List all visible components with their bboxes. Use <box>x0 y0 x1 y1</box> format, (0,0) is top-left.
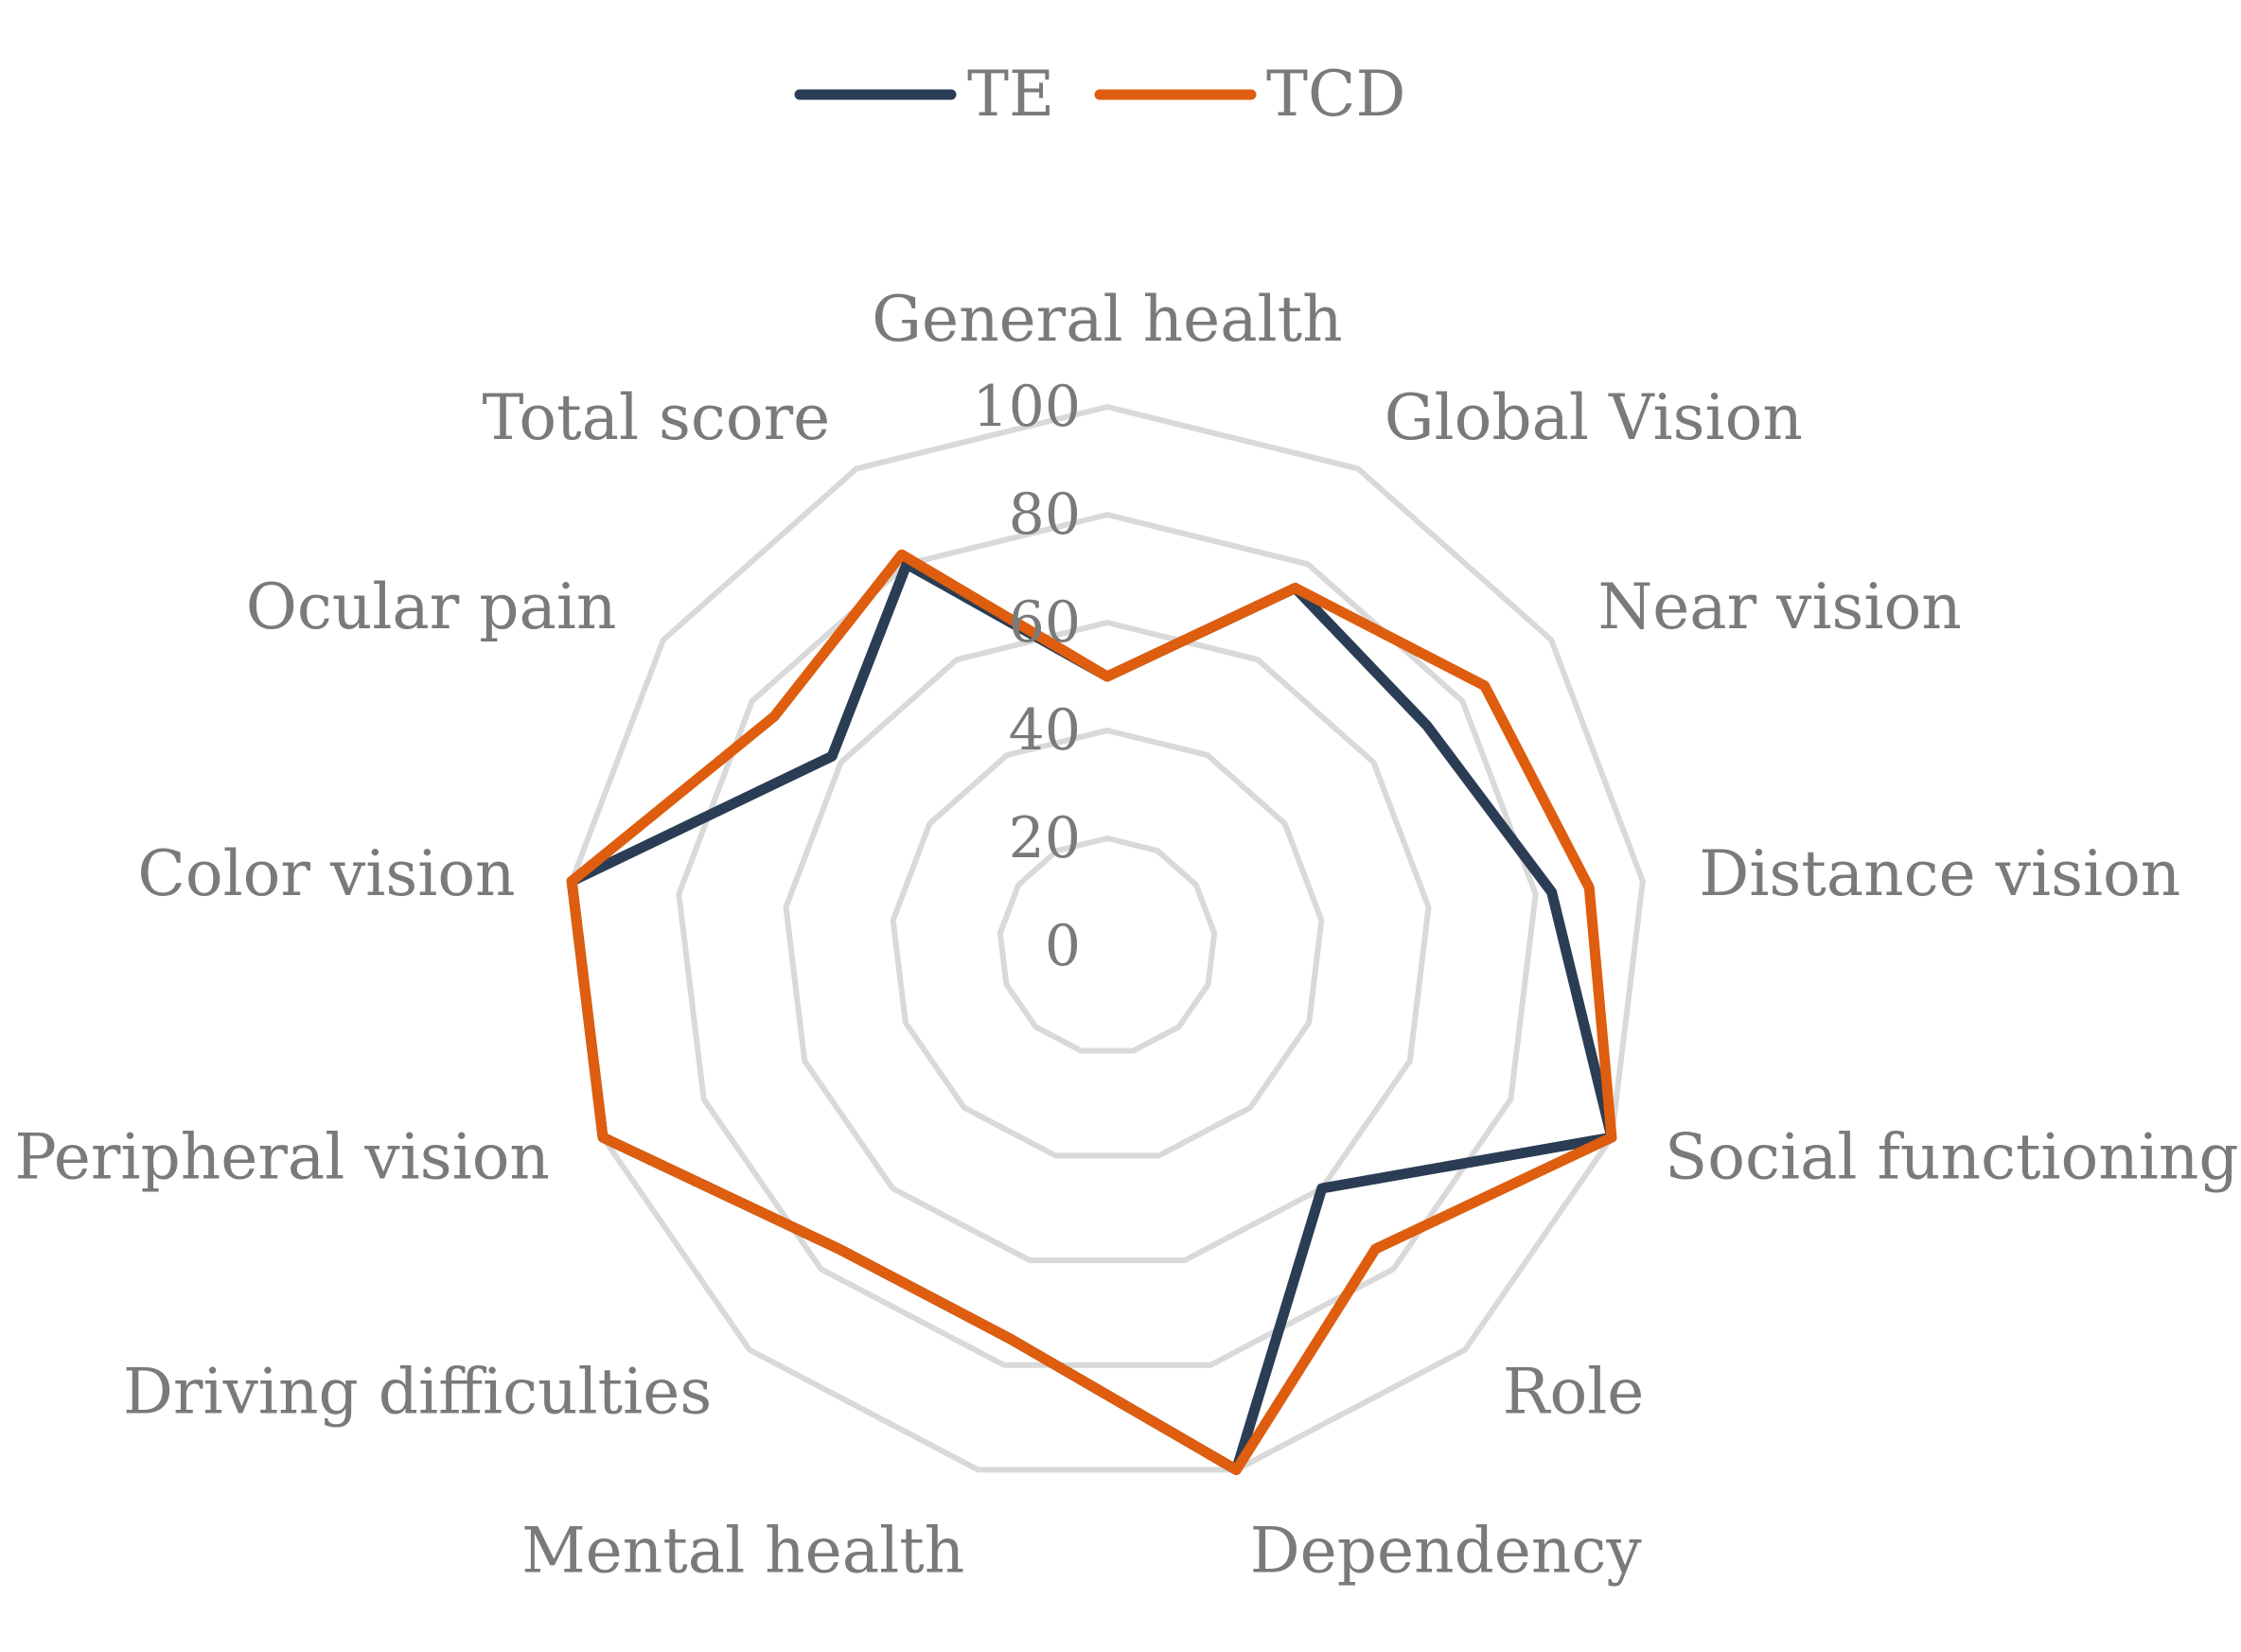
tick-label-100: 100 <box>972 374 1081 440</box>
category-label-layer: General health Global Vision Near vision Di… <box>14 283 2238 1588</box>
tick-label-40: 40 <box>1009 697 1081 764</box>
series-line-tcd <box>566 549 1617 1475</box>
grid-ring-40 <box>890 728 1325 1159</box>
category-label-general-health: General health <box>872 283 1342 356</box>
category-label-distance-vision: Distance vision <box>1699 837 2180 910</box>
tick-label-layer: 0 20 40 60 80 100 <box>972 374 1081 979</box>
grid-ring-20 <box>997 835 1218 1054</box>
tick-label-60: 60 <box>1009 589 1081 656</box>
series-line-te <box>566 558 1617 1475</box>
legend-label-te: TE <box>967 58 1054 131</box>
legend: TE TCD <box>794 58 1405 131</box>
grid-layer <box>569 404 1646 1473</box>
grid-ring-100 <box>569 404 1646 1473</box>
tick-label-80: 80 <box>1009 482 1081 548</box>
category-label-near-vision: Near vision <box>1597 571 1961 643</box>
category-label-social-functioning: Social functioning <box>1665 1120 2239 1193</box>
category-label-dependency: Dependency <box>1250 1515 1643 1588</box>
category-label-peripheral-vision: Peripheral vision <box>14 1120 550 1193</box>
category-label-ocular-pain: Ocular pain <box>246 571 617 643</box>
series-layer <box>566 549 1617 1475</box>
tick-label-20: 20 <box>1009 805 1081 871</box>
category-label-mental-health: Mental health <box>521 1515 964 1588</box>
legend-label-tcd: TCD <box>1266 58 1405 131</box>
grid-ring-80 <box>676 512 1539 1368</box>
category-label-color-vision: Color vision <box>137 837 515 910</box>
category-label-total-score: Total score <box>482 381 830 454</box>
category-label-global-vision: Global Vision <box>1385 381 1803 454</box>
category-label-driving-difficulties: Driving difficulties <box>123 1356 712 1429</box>
tick-label-0: 0 <box>1045 913 1081 979</box>
grid-ring-60 <box>783 620 1432 1264</box>
category-label-role: Role <box>1503 1356 1645 1429</box>
